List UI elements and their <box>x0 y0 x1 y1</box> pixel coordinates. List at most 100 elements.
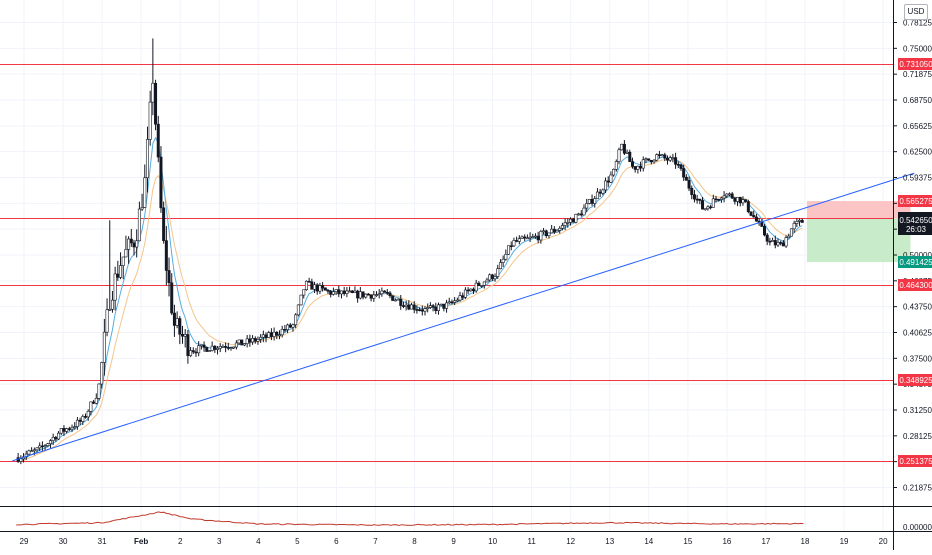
candle-body <box>674 157 678 165</box>
candle <box>695 194 699 204</box>
candle-body <box>692 194 696 200</box>
price-tag[interactable]: 0.565275 <box>898 195 932 207</box>
candle-body <box>442 303 446 309</box>
candle <box>84 413 88 419</box>
candle-body <box>485 279 489 283</box>
candle-body <box>369 294 373 299</box>
candle-body <box>164 240 168 271</box>
time-axis-label: 2 <box>178 537 183 546</box>
candle-body <box>458 295 462 301</box>
candle-body <box>593 198 597 204</box>
candle-body <box>639 165 643 169</box>
candle <box>256 336 260 345</box>
price-tag[interactable]: 26:03 <box>898 223 932 235</box>
candle-body <box>275 331 279 336</box>
price-tag[interactable]: 0.251375 <box>898 455 932 467</box>
candle-body <box>329 290 333 295</box>
candle <box>148 90 152 146</box>
candle-body <box>269 332 273 337</box>
currency-badge[interactable]: USD <box>904 4 928 20</box>
candle-body <box>140 207 144 210</box>
candle-body <box>283 329 287 331</box>
candle <box>493 273 497 282</box>
candle-body <box>148 101 152 140</box>
candle <box>719 196 723 203</box>
candle <box>181 325 185 344</box>
candle-body <box>62 428 66 432</box>
candle <box>512 237 516 248</box>
candle <box>579 210 583 217</box>
price-tag[interactable]: 0.731050 <box>898 58 932 70</box>
candle-body <box>361 291 365 298</box>
candle-body <box>189 350 193 356</box>
candle-body <box>307 280 311 283</box>
candle <box>35 447 39 453</box>
candle <box>754 213 758 222</box>
candle <box>391 295 395 301</box>
candle-body <box>493 276 497 280</box>
candle <box>771 237 775 242</box>
candle <box>154 79 158 131</box>
candle-body <box>170 282 174 314</box>
candle <box>167 257 171 297</box>
candle <box>375 291 379 297</box>
candle <box>353 286 357 293</box>
candle-body <box>601 189 605 194</box>
candle <box>65 427 69 434</box>
candle-body <box>738 197 742 204</box>
candle-body <box>119 265 123 278</box>
candle-body <box>781 242 785 247</box>
price-tag[interactable]: 0.348925 <box>898 374 932 386</box>
candle-body <box>199 344 203 347</box>
candle-body <box>800 219 804 223</box>
candle <box>660 153 664 157</box>
candle-body <box>267 332 271 338</box>
candle-body <box>577 213 581 216</box>
candle <box>240 339 244 346</box>
candle <box>224 342 228 353</box>
candle <box>604 177 608 194</box>
candle-body <box>563 222 567 226</box>
candle <box>232 346 236 350</box>
price-tag-background <box>898 195 932 207</box>
candle-body <box>27 450 31 455</box>
candle-body <box>89 401 93 412</box>
candle-body <box>124 249 128 258</box>
candle <box>369 294 373 302</box>
price-tag-background <box>898 455 932 467</box>
candle <box>595 188 599 199</box>
candle-body <box>304 280 308 291</box>
candle-body <box>566 222 570 224</box>
candle <box>92 399 96 405</box>
candle <box>590 194 594 206</box>
candle-body <box>348 290 352 293</box>
candle-body <box>162 207 166 241</box>
candle-body <box>145 139 149 179</box>
candle-body <box>617 149 621 162</box>
candle <box>789 228 793 237</box>
candle-body <box>70 426 74 430</box>
price-tag[interactable]: 0.464300 <box>898 279 932 291</box>
candle-body <box>210 345 214 351</box>
candle-body <box>294 314 298 326</box>
candle <box>480 285 484 288</box>
candle <box>183 329 187 348</box>
candle-body <box>590 199 594 204</box>
candle-body <box>40 445 44 448</box>
candle <box>453 297 457 306</box>
candle <box>294 313 298 329</box>
candle <box>496 264 500 279</box>
candle-body <box>544 230 548 237</box>
candle-body <box>372 294 376 299</box>
candle-body <box>736 197 740 202</box>
price-tag[interactable]: 0.491425 <box>898 256 932 268</box>
candle-body <box>54 437 58 440</box>
candle <box>601 188 605 196</box>
candle-body <box>719 197 723 200</box>
candle <box>315 283 319 295</box>
candle <box>43 443 47 451</box>
candle <box>199 344 203 350</box>
